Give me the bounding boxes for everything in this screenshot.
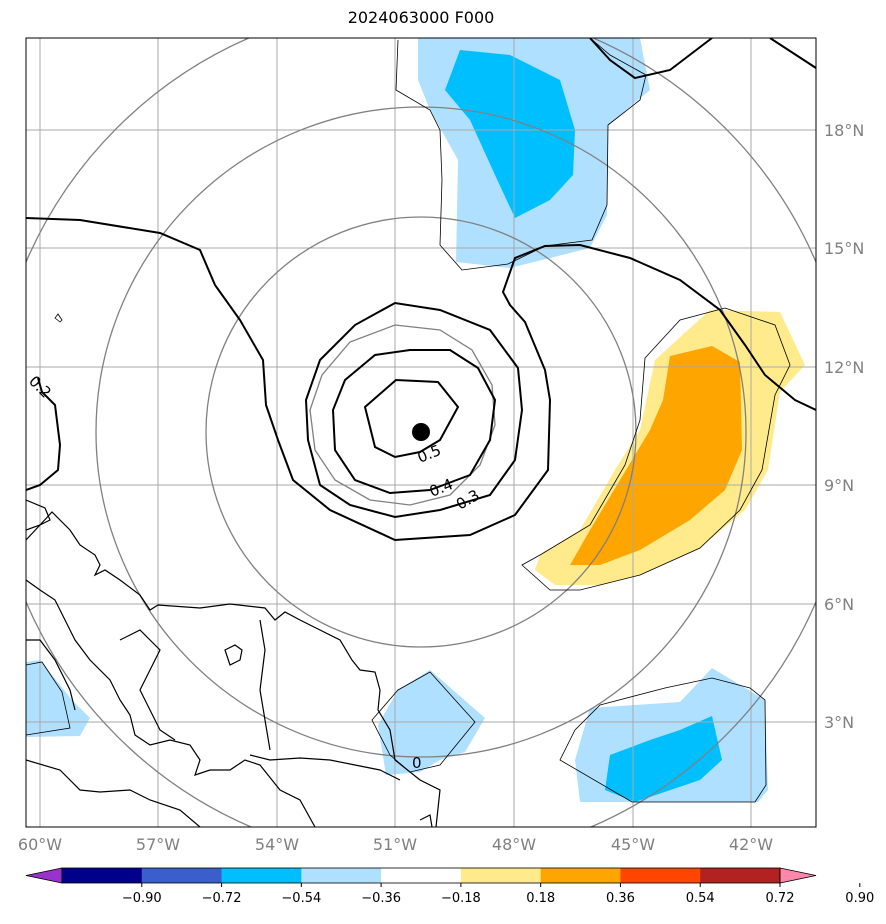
contour-label-0.4: 0.4 bbox=[427, 475, 456, 501]
contour-0.4 bbox=[331, 349, 497, 495]
negative-anomaly-dark-north bbox=[445, 50, 575, 218]
map-frame bbox=[25, 37, 817, 828]
map-title: 2024063000 F000 bbox=[347, 8, 495, 27]
lat-label: 18°N bbox=[824, 121, 864, 140]
colorbar-segment bbox=[301, 868, 382, 883]
colorbar-segment bbox=[381, 868, 462, 883]
negative-anomaly-light-west bbox=[26, 660, 90, 737]
black-contours bbox=[26, 38, 816, 542]
longitude-labels: 60°W 57°W 54°W 51°W 48°W 45°W 42°W bbox=[18, 835, 773, 854]
lat-label: 15°N bbox=[824, 239, 864, 258]
contour-0.5 bbox=[363, 378, 460, 459]
lat-label: 3°N bbox=[824, 713, 854, 732]
lat-label: 6°N bbox=[824, 595, 854, 614]
lon-label: 42°W bbox=[729, 835, 773, 854]
lon-label: 48°W bbox=[492, 835, 536, 854]
colorbar-tick-label: −0.90 bbox=[122, 891, 162, 906]
colorbar-extend-low bbox=[25, 867, 63, 884]
colorbar-extend-high bbox=[779, 867, 817, 884]
colorbar-segment bbox=[221, 868, 302, 883]
colorbar-segment bbox=[460, 868, 542, 883]
colorbar-segment bbox=[620, 868, 701, 883]
contour-north-right bbox=[769, 38, 816, 69]
colorbar: −0.90 −0.72 −0.54 −0.36 −0.18 0.18 0.36 0.54 0.7… bbox=[25, 867, 874, 906]
colorbar-segment bbox=[141, 868, 223, 883]
colorbar-tick-label: −0.54 bbox=[281, 891, 321, 906]
contour-label-0.2: 0.2 bbox=[25, 372, 55, 402]
lat-label: 12°N bbox=[824, 358, 864, 377]
contour-0.2 bbox=[26, 217, 816, 542]
colorbar-segment bbox=[62, 868, 143, 883]
contour-label-0: 0 bbox=[412, 754, 422, 772]
lon-label: 60°W bbox=[18, 835, 62, 854]
colorbar-frame bbox=[61, 867, 781, 884]
contour-label-0.5: 0.5 bbox=[415, 441, 444, 467]
colorbar-tick-label: −0.36 bbox=[361, 891, 401, 906]
colorbar-tick-label: 0.54 bbox=[686, 891, 715, 906]
colorbar-tick-label: −0.18 bbox=[441, 891, 481, 906]
colorbar-tick-label: 0.90 bbox=[845, 891, 874, 906]
contour-north bbox=[589, 38, 713, 80]
colorbar-segment bbox=[700, 868, 781, 883]
shading-layer bbox=[26, 38, 805, 802]
negative-anomaly-dark-southeast bbox=[605, 716, 722, 802]
storm-center-marker bbox=[412, 423, 430, 441]
contour-label-0.3: 0.3 bbox=[453, 486, 483, 514]
colorbar-tick-label: 0.72 bbox=[766, 891, 795, 906]
graticule bbox=[26, 38, 816, 827]
lon-label: 54°W bbox=[255, 835, 299, 854]
lon-label: 57°W bbox=[136, 835, 180, 854]
lon-label: 51°W bbox=[373, 835, 417, 854]
contour-0.3 bbox=[304, 301, 524, 519]
colorbar-tick-label: −0.72 bbox=[202, 891, 242, 906]
colorbar-tick-label: 0.18 bbox=[526, 891, 555, 906]
colorbar-segment bbox=[540, 868, 621, 883]
positive-anomaly-dark-east bbox=[570, 346, 742, 565]
latitude-labels: 18°N 15°N 12°N 9°N 6°N 3°N bbox=[824, 121, 864, 732]
lat-label: 9°N bbox=[824, 476, 854, 495]
coastlines bbox=[26, 499, 441, 827]
contour-0.2-left bbox=[26, 377, 62, 491]
anomaly-outlines bbox=[26, 38, 791, 803]
lon-label: 45°W bbox=[611, 835, 655, 854]
colorbar-tick-label: 0.36 bbox=[606, 891, 635, 906]
